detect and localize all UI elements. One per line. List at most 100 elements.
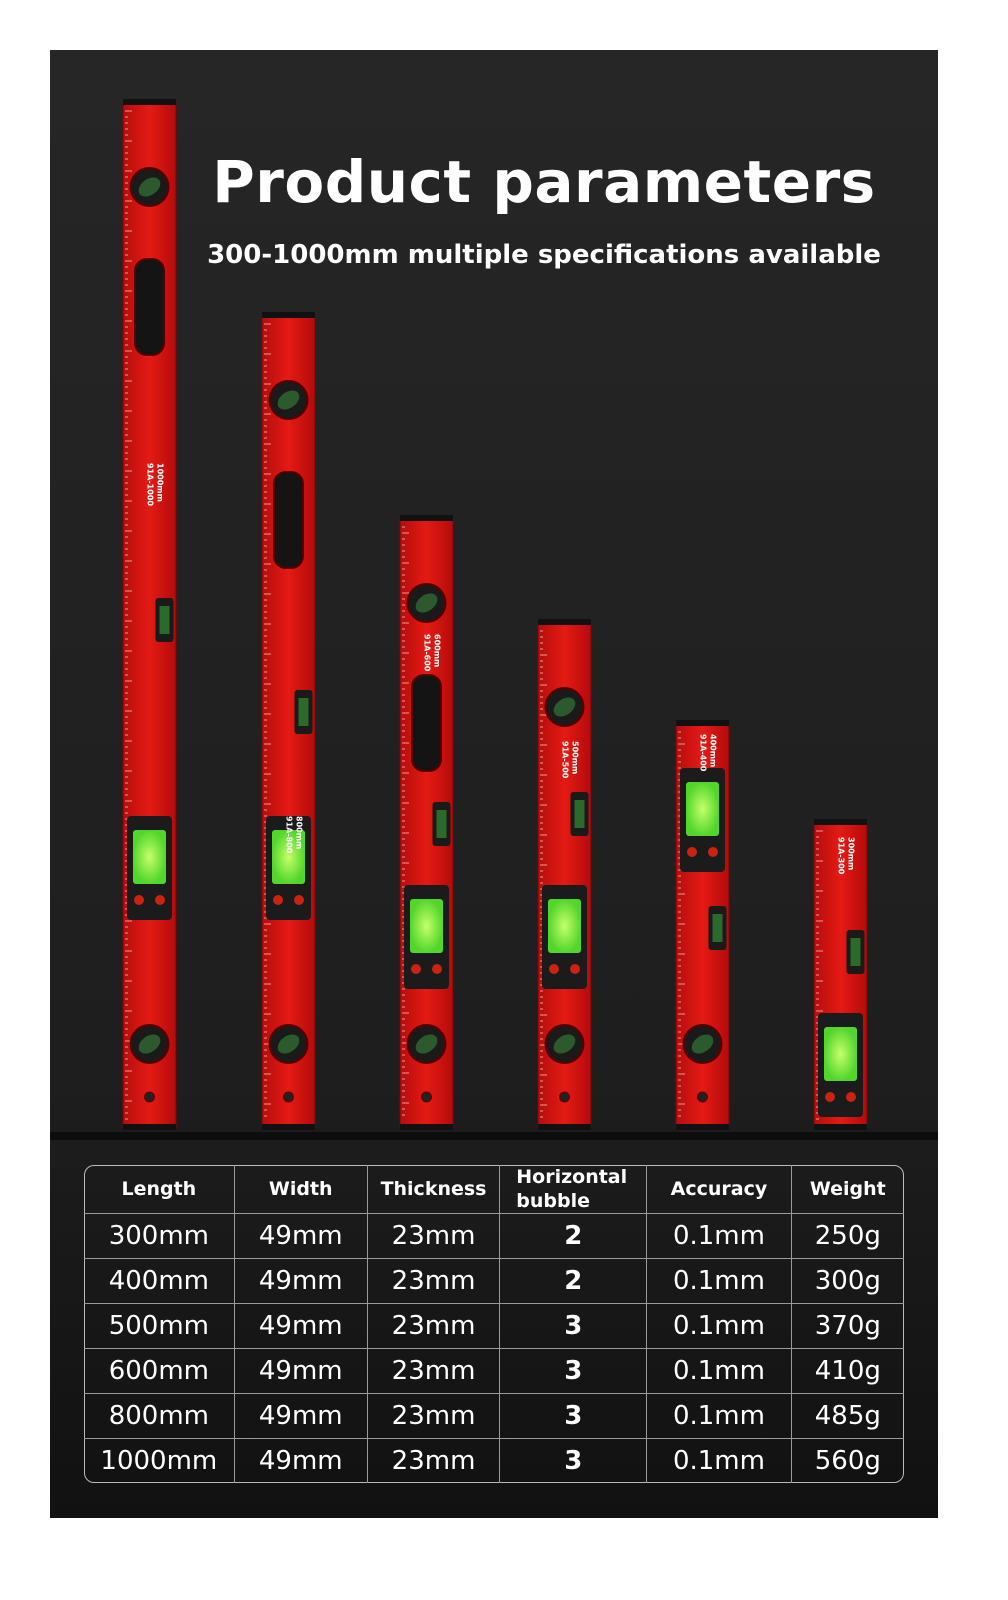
column-header: Weight xyxy=(790,1165,904,1214)
level-model: 91A-300 xyxy=(837,837,846,875)
level-size: 600mm xyxy=(433,634,442,667)
table-cell: 800mm xyxy=(84,1393,235,1439)
table-cell: 49mm xyxy=(233,1213,368,1259)
level-model: 91A-600 xyxy=(423,634,432,672)
hang-hole xyxy=(697,1091,708,1103)
subtitle: 300-1000mm multiple specifications avail… xyxy=(207,240,881,270)
tube-liquid xyxy=(850,938,861,966)
end-cap xyxy=(400,1124,453,1130)
button xyxy=(570,964,580,974)
table-cell: 0.1mm xyxy=(646,1393,792,1439)
end-cap xyxy=(123,99,176,105)
header-row: Length Width Thickness Horizontal bubble Acc… xyxy=(84,1165,904,1214)
end-cap xyxy=(676,720,729,726)
tube-liquid xyxy=(159,606,170,634)
table-cell: 3 xyxy=(499,1348,648,1394)
table-cell: 23mm xyxy=(366,1438,501,1483)
table-cell: 300mm xyxy=(84,1213,235,1259)
button xyxy=(708,847,718,857)
table-cell: 49mm xyxy=(233,1258,368,1304)
end-cap xyxy=(538,1124,591,1130)
vial-bubble xyxy=(138,1034,161,1054)
table-cell: 600mm xyxy=(84,1348,235,1394)
table-cell: 23mm xyxy=(366,1303,501,1349)
lcd xyxy=(133,830,166,884)
table-row: 800mm 49mm 23mm 3 0.1mm 485g xyxy=(84,1393,904,1439)
table-cell: 560g xyxy=(790,1438,904,1483)
button xyxy=(155,895,165,905)
vial-bubble xyxy=(691,1034,714,1054)
handle xyxy=(134,258,165,356)
table-cell: 485g xyxy=(790,1393,904,1439)
table-cell: 3 xyxy=(499,1393,648,1439)
lcd xyxy=(548,899,581,953)
floor-shadow xyxy=(50,1132,938,1140)
table-row: 500mm 49mm 23mm 3 0.1mm 370g xyxy=(84,1303,904,1349)
level-model: 91A-400 xyxy=(699,734,708,772)
column-header: Accuracy xyxy=(646,1165,792,1214)
table-cell: 500mm xyxy=(84,1303,235,1349)
button xyxy=(411,964,421,974)
table-cell: 2 xyxy=(499,1213,648,1259)
table-cell: 23mm xyxy=(366,1213,501,1259)
tube-liquid xyxy=(574,800,585,828)
button xyxy=(432,964,442,974)
level-model: 91A-500 xyxy=(561,741,570,779)
vial-bubble xyxy=(415,1034,438,1054)
hang-hole xyxy=(283,1091,294,1103)
hang-hole xyxy=(144,1091,155,1103)
level-model: 91A-1000 xyxy=(146,463,155,506)
table-cell: 0.1mm xyxy=(646,1348,792,1394)
vial-bubble xyxy=(138,177,161,197)
column-header: Length xyxy=(84,1165,235,1214)
vial-bubble xyxy=(277,390,300,410)
table-cell: 49mm xyxy=(233,1303,368,1349)
table-cell: 250g xyxy=(790,1213,904,1259)
end-cap xyxy=(538,619,591,625)
level-size: 400mm xyxy=(709,734,718,767)
button xyxy=(825,1092,835,1102)
table-cell: 300g xyxy=(790,1258,904,1304)
table-cell: 23mm xyxy=(366,1393,501,1439)
button xyxy=(846,1092,856,1102)
table-cell: 400mm xyxy=(84,1258,235,1304)
table-cell: 0.1mm xyxy=(646,1438,792,1483)
table-cell: 370g xyxy=(790,1303,904,1349)
handle xyxy=(273,471,304,569)
level-size: 300mm xyxy=(847,837,856,870)
spec-table: Length Width Thickness Horizontal bubble Acc… xyxy=(84,1165,904,1483)
table-row: 600mm 49mm 23mm 3 0.1mm 410g xyxy=(84,1348,904,1394)
table-row: 400mm 49mm 23mm 2 0.1mm 300g xyxy=(84,1258,904,1304)
table-row: 1000mm 49mm 23mm 3 0.1mm 560g xyxy=(84,1438,904,1483)
table-cell: 49mm xyxy=(233,1438,368,1483)
table-cell: 1000mm xyxy=(84,1438,235,1483)
tube-liquid xyxy=(712,914,723,942)
vial-bubble xyxy=(553,1034,576,1054)
handle xyxy=(411,674,442,772)
tube-liquid xyxy=(436,810,447,838)
level-model: 91A-800 xyxy=(285,816,294,854)
panel: 1000mm 91A-1000 800mm 91A-800 600mm 91A-600 50… xyxy=(50,50,938,1518)
lcd xyxy=(410,899,443,953)
table-cell: 0.1mm xyxy=(646,1258,792,1304)
button xyxy=(294,895,304,905)
table-row: 300mm 49mm 23mm 2 0.1mm 250g xyxy=(84,1213,904,1259)
button xyxy=(549,964,559,974)
table-cell: 3 xyxy=(499,1303,648,1349)
vial-bubble xyxy=(553,697,576,717)
title: Product parameters xyxy=(212,148,876,216)
vial-bubble xyxy=(415,593,438,613)
hang-hole xyxy=(421,1091,432,1103)
end-cap xyxy=(676,1124,729,1130)
lcd xyxy=(686,782,719,836)
vial-bubble xyxy=(277,1034,300,1054)
table-cell: 23mm xyxy=(366,1348,501,1394)
table-cell: 49mm xyxy=(233,1393,368,1439)
column-header: Horizontal bubble xyxy=(499,1165,648,1214)
